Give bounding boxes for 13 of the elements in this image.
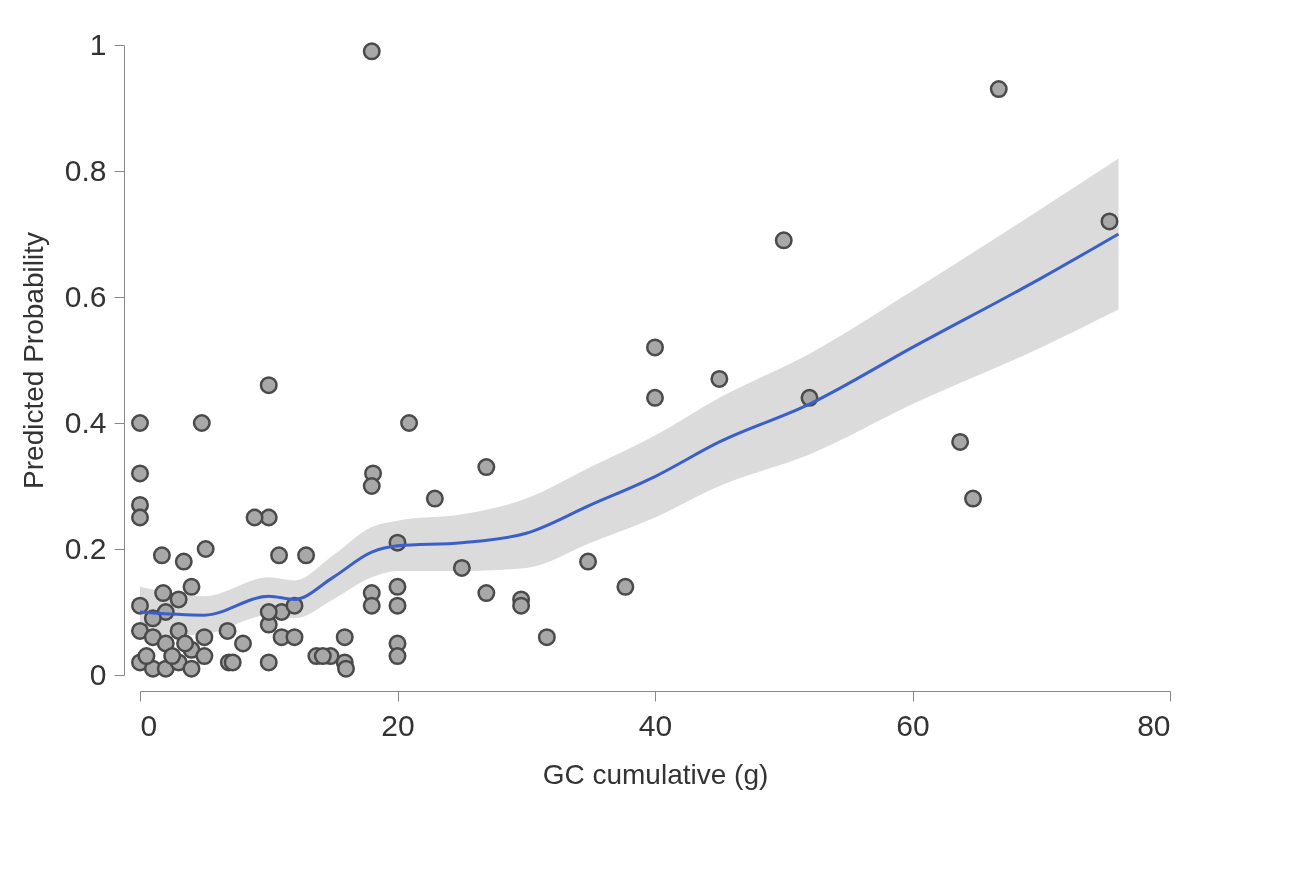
y-axis-title: Predicted Probability (17, 232, 49, 489)
x-tick-label: 80 (1137, 708, 1171, 742)
y-tick-label: 0.2 (64, 531, 107, 565)
x-tick-label: 20 (381, 708, 415, 742)
y-tick-label: 0.4 (64, 405, 107, 439)
y-tick-label: 0.8 (64, 153, 107, 187)
y-tick-label: 1 (89, 27, 107, 61)
x-tick-label: 0 (140, 708, 158, 742)
y-tick-label: 0.6 (64, 279, 107, 313)
x-tick-label: 60 (896, 708, 930, 742)
y-tick-label: 0 (89, 657, 107, 691)
x-tick-label: 40 (638, 708, 673, 742)
x-axis-title: GC cumulative (g) (542, 758, 769, 790)
